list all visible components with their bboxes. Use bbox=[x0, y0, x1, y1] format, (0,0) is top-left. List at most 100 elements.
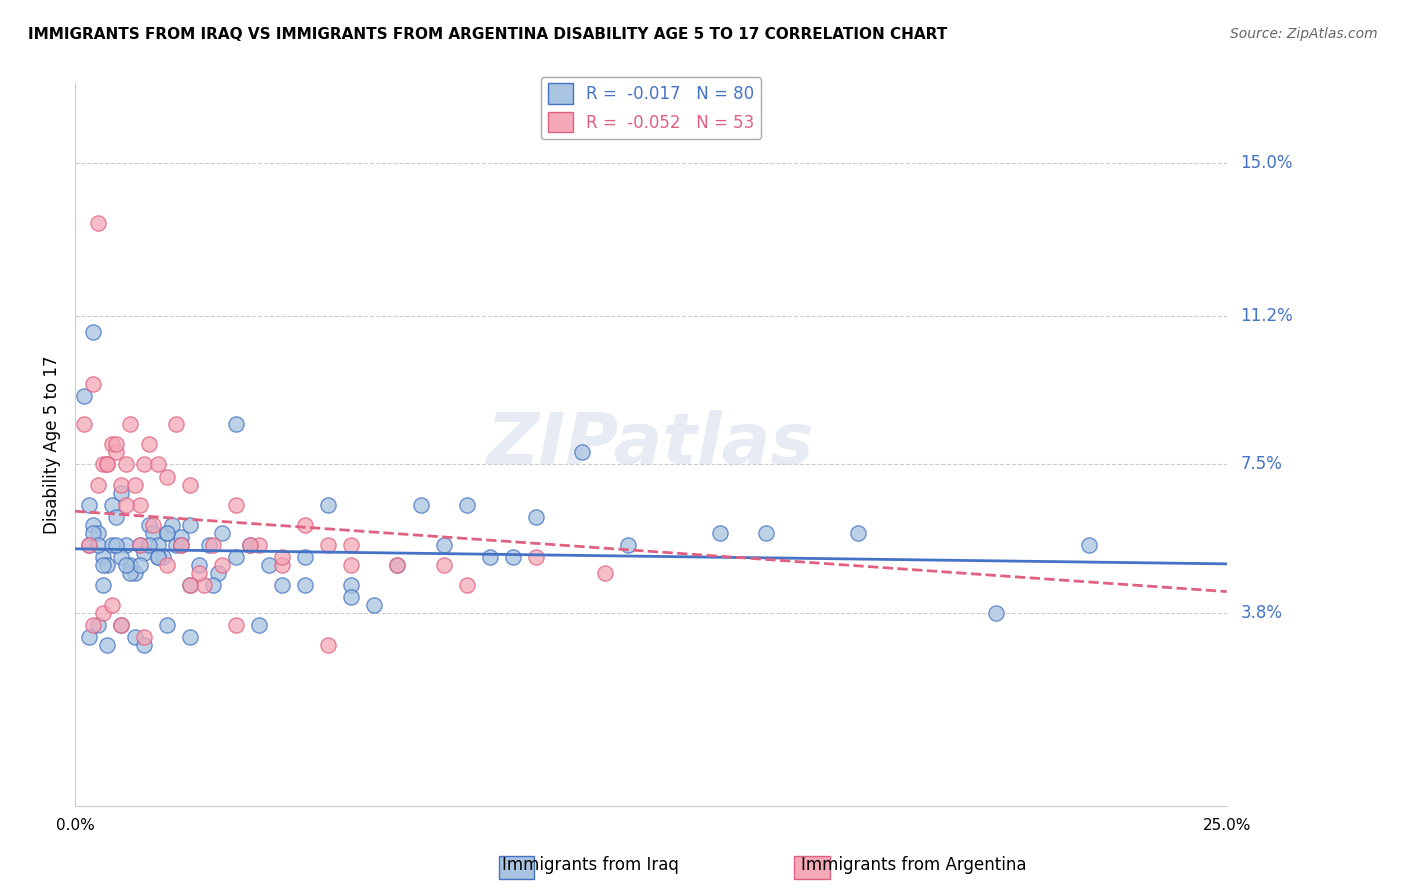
Text: Immigrants from Iraq: Immigrants from Iraq bbox=[502, 856, 679, 874]
Point bbox=[91, 578, 114, 592]
Point bbox=[340, 590, 363, 604]
Point bbox=[165, 417, 187, 432]
Point bbox=[128, 538, 150, 552]
Legend: R =  -0.017   N = 80, R =  -0.052   N = 53: R = -0.017 N = 80, R = -0.052 N = 53 bbox=[541, 77, 761, 139]
Point bbox=[593, 566, 616, 580]
Point bbox=[318, 498, 340, 512]
Point bbox=[294, 578, 316, 592]
Point bbox=[120, 566, 142, 580]
Text: 7.5%: 7.5% bbox=[1240, 456, 1282, 474]
Point bbox=[138, 437, 160, 451]
Point bbox=[456, 578, 478, 592]
Text: IMMIGRANTS FROM IRAQ VS IMMIGRANTS FROM ARGENTINA DISABILITY AGE 5 TO 17 CORRELA: IMMIGRANTS FROM IRAQ VS IMMIGRANTS FROM … bbox=[28, 27, 948, 42]
Point bbox=[202, 538, 225, 552]
Point bbox=[207, 566, 229, 580]
Point bbox=[77, 630, 100, 644]
Text: 25.0%: 25.0% bbox=[1202, 818, 1251, 833]
Point bbox=[271, 558, 294, 572]
Point bbox=[318, 638, 340, 652]
Point bbox=[165, 538, 187, 552]
Point bbox=[152, 549, 174, 564]
Text: Source: ZipAtlas.com: Source: ZipAtlas.com bbox=[1230, 27, 1378, 41]
Point bbox=[211, 525, 233, 540]
Point bbox=[128, 498, 150, 512]
Point bbox=[179, 477, 201, 491]
Point bbox=[146, 458, 169, 472]
Point bbox=[101, 538, 124, 552]
Point bbox=[110, 549, 132, 564]
Point bbox=[363, 598, 385, 612]
Point bbox=[138, 538, 160, 552]
Point bbox=[114, 498, 136, 512]
Point bbox=[156, 525, 179, 540]
Text: 0.0%: 0.0% bbox=[56, 818, 94, 833]
Point bbox=[87, 538, 110, 552]
Point bbox=[709, 525, 731, 540]
Text: ZIPatlas: ZIPatlas bbox=[488, 410, 814, 479]
Point bbox=[271, 578, 294, 592]
Point bbox=[146, 538, 169, 552]
Point bbox=[124, 477, 146, 491]
Point bbox=[96, 458, 118, 472]
Point bbox=[755, 525, 778, 540]
Point bbox=[211, 558, 233, 572]
Point bbox=[146, 549, 169, 564]
Point bbox=[77, 538, 100, 552]
Point bbox=[142, 517, 165, 532]
Point bbox=[96, 458, 118, 472]
Point bbox=[193, 578, 215, 592]
Point bbox=[110, 485, 132, 500]
Point bbox=[170, 538, 193, 552]
Point bbox=[82, 517, 104, 532]
Text: Immigrants from Argentina: Immigrants from Argentina bbox=[801, 856, 1026, 874]
Point bbox=[432, 538, 454, 552]
Point bbox=[132, 630, 155, 644]
Text: 3.8%: 3.8% bbox=[1240, 604, 1282, 622]
Point bbox=[91, 606, 114, 620]
Point bbox=[1077, 538, 1099, 552]
Point bbox=[340, 558, 363, 572]
Point bbox=[114, 558, 136, 572]
Point bbox=[73, 417, 96, 432]
Point bbox=[294, 517, 316, 532]
Point bbox=[524, 509, 547, 524]
Point bbox=[87, 217, 110, 231]
Point bbox=[114, 458, 136, 472]
Point bbox=[156, 469, 179, 483]
Point bbox=[179, 578, 201, 592]
Point bbox=[114, 538, 136, 552]
Point bbox=[156, 558, 179, 572]
Point bbox=[179, 630, 201, 644]
Y-axis label: Disability Age 5 to 17: Disability Age 5 to 17 bbox=[44, 355, 60, 533]
Point bbox=[294, 549, 316, 564]
Point bbox=[156, 618, 179, 632]
Point bbox=[142, 525, 165, 540]
Point bbox=[170, 538, 193, 552]
Point bbox=[257, 558, 280, 572]
Point bbox=[73, 389, 96, 403]
Point bbox=[120, 558, 142, 572]
Point bbox=[318, 538, 340, 552]
Point bbox=[387, 558, 409, 572]
Point bbox=[202, 578, 225, 592]
Point bbox=[138, 517, 160, 532]
Point bbox=[96, 558, 118, 572]
Point bbox=[239, 538, 262, 552]
Point bbox=[105, 509, 128, 524]
Point bbox=[340, 538, 363, 552]
Point bbox=[105, 437, 128, 451]
Point bbox=[96, 638, 118, 652]
Point bbox=[170, 530, 193, 544]
Point bbox=[188, 558, 211, 572]
Point bbox=[132, 546, 155, 560]
Point bbox=[82, 618, 104, 632]
Point bbox=[179, 578, 201, 592]
Point bbox=[105, 538, 128, 552]
Point bbox=[456, 498, 478, 512]
Point bbox=[87, 618, 110, 632]
Point bbox=[197, 538, 219, 552]
Point bbox=[101, 598, 124, 612]
Point bbox=[101, 437, 124, 451]
Text: 15.0%: 15.0% bbox=[1240, 154, 1294, 172]
Point bbox=[846, 525, 869, 540]
